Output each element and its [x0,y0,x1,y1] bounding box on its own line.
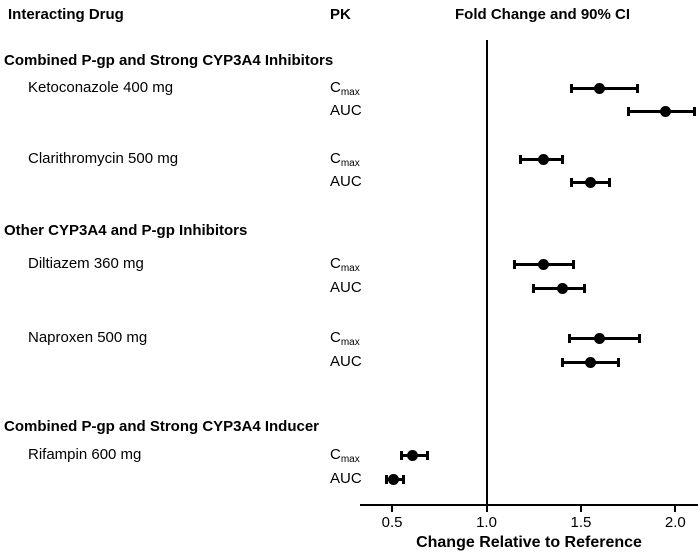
x-axis-tick-label: 1.5 [570,514,592,531]
pk-label: AUC [330,278,362,298]
reference-line [485,40,488,505]
x-axis-tick-label: 2.0 [664,514,686,531]
drug-name: Diltiazem 360 mg [28,255,144,272]
ci-cap-low [513,259,517,269]
pk-label: Cmax [330,149,360,174]
x-axis-tick [485,506,488,512]
ci-cap-high [571,259,575,269]
pk-label-subscript: max [340,263,360,274]
group-header: Combined P-gp and Strong CYP3A4 Inducer [4,418,320,435]
pk-label-main: C [330,446,341,463]
ci-cap-low [519,154,522,164]
pk-label-main: C [330,79,341,96]
pk-label-main: C [330,255,341,272]
ci-cap-low [569,83,573,93]
point-estimate-dot [584,356,596,368]
point-estimate-dot [537,258,549,270]
point-estimate-dot [388,473,400,485]
column-header-pk: PK [330,6,351,23]
drug-name: Clarithromycin 500 mg [28,150,179,167]
x-axis-tick [391,506,394,512]
column-header-interacting-drug: Interacting Drug [8,6,124,23]
ci-cap-high [617,357,621,367]
ci-cap-high [692,106,696,116]
ci-cap-high [583,283,587,293]
group-header: Other CYP3A4 and P-gp Inhibitors [4,222,248,239]
ci-cap-high [607,177,611,187]
ci-cap-low [384,474,388,484]
ci-cap-high [560,154,564,164]
pk-label-subscript: max [340,87,360,98]
pk-label-main: AUC [330,173,362,190]
drug-name: Naproxen 500 mg [28,329,148,346]
pk-label: AUC [330,172,362,192]
group-header: Combined P-gp and Strong CYP3A4 Inhibito… [4,52,334,69]
pk-label: Cmax [330,78,360,103]
drug-name: Rifampin 600 mg [28,446,142,463]
ci-cap-low [626,106,630,116]
point-estimate-dot [660,105,672,117]
ci-cap-low [532,283,536,293]
x-axis-line [360,504,698,506]
drug-name: Ketoconazole 400 mg [28,79,174,96]
pk-label-subscript: max [340,454,360,465]
pk-label-main: AUC [330,470,362,487]
pk-label-main: C [330,329,341,346]
point-estimate-dot [407,449,419,461]
pk-label: Cmax [330,328,360,353]
point-estimate-dot [556,282,568,294]
x-axis-tick-label: 0.5 [381,514,403,531]
ci-cap-low [569,177,573,187]
pk-label: AUC [330,469,362,489]
column-header-fold-change: Fold Change and 90% CI [455,6,631,23]
ci-cap-high [637,333,641,343]
pk-label: Cmax [330,445,360,470]
ci-cap-low [560,357,564,367]
pk-label-subscript: max [340,158,360,169]
x-axis-tick-label: 1.0 [476,514,497,531]
pk-label-main: C [330,150,341,167]
point-estimate-dot [594,332,606,344]
point-estimate-dot [584,176,596,188]
pk-label-main: AUC [330,102,362,119]
pk-label: AUC [330,101,362,121]
pk-label: AUC [330,352,362,372]
x-axis-tick [579,506,582,512]
x-axis-title: Change Relative to Reference [416,534,642,551]
ci-cap-low [400,450,404,460]
pk-label: Cmax [330,254,360,279]
point-estimate-dot [537,153,549,165]
ci-cap-high [401,474,405,484]
ci-cap-high [426,450,430,460]
x-axis-tick [674,506,677,512]
pk-label-main: AUC [330,353,362,370]
pk-label-subscript: max [340,337,360,348]
point-estimate-dot [594,82,606,94]
ci-cap-high [636,83,640,93]
ci-cap-low [568,333,572,343]
pk-label-main: AUC [330,279,362,296]
